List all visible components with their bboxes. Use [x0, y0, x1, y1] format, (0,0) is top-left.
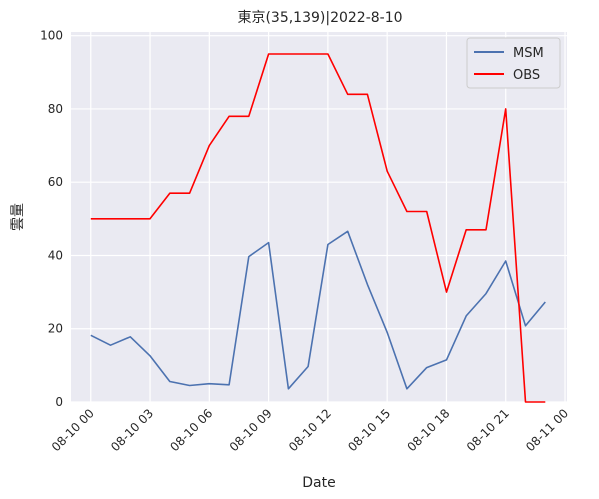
y-tick-label: 20: [48, 322, 63, 336]
y-tick-label: 80: [48, 102, 63, 116]
y-tick-labels: 0 20 40 60 80 100: [40, 29, 63, 409]
x-tick-label: 08-10 12: [286, 406, 334, 454]
chart-title: 東京(35,139)|2022-8-10: [237, 10, 402, 26]
x-tick-label: 08-10 09: [227, 406, 275, 454]
series-lines: [90, 53, 546, 403]
x-tick-label: 08-10 03: [108, 406, 156, 454]
x-tick-label: 08-10 15: [345, 406, 393, 454]
y-tick-label: 60: [48, 175, 63, 189]
x-tick-label: 08-10 18: [405, 406, 453, 454]
x-tick-label: 08-10 21: [464, 406, 512, 454]
legend: MSM OBS: [466, 37, 561, 89]
y-tick-label: 100: [40, 29, 63, 43]
grid: [71, 32, 567, 403]
legend-label-obs: OBS: [513, 68, 540, 83]
x-tick-label: 08-10 06: [167, 406, 215, 454]
series-line-msm: [90, 230, 546, 390]
y-tick-label: 0: [55, 395, 63, 409]
x-axis-label: Date: [302, 475, 335, 491]
x-tick-label: 08-10 00: [49, 406, 97, 454]
series-line-obs: [90, 53, 546, 403]
x-tick-label: 08-11 00: [523, 406, 571, 454]
legend-box: [466, 37, 561, 89]
y-tick-label: 40: [48, 248, 63, 262]
legend-label-msm: MSM: [513, 46, 544, 61]
x-tick-labels: 08-10 00 08-10 03 08-10 06 08-10 09 08-10 12…: [49, 406, 571, 454]
plot-area: [71, 32, 567, 402]
y-axis-label: 雲量: [10, 203, 26, 231]
